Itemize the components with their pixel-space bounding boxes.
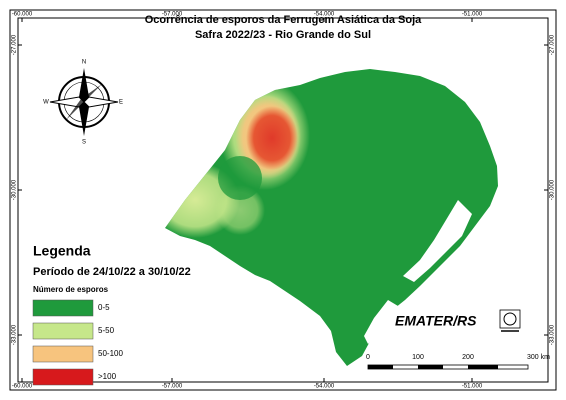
scale-label: 0: [366, 354, 370, 361]
legend-label: 0-5: [98, 303, 110, 312]
scale-label: 200: [462, 354, 474, 361]
lagoon: [403, 200, 472, 282]
legend-swatch: [32, 368, 94, 386]
coord-label: -60.000: [12, 12, 33, 18]
scale-labels: 0 100 200 300 km: [366, 354, 550, 361]
coord-label: -27.000: [12, 34, 18, 55]
legend-title: Legenda: [33, 243, 91, 259]
scale-label: 300 km: [527, 354, 550, 361]
coord-label: -60.000: [12, 384, 33, 390]
low-zone: [218, 156, 262, 200]
legend-swatch: [32, 299, 94, 317]
seal: [499, 309, 521, 332]
legend-swatch: [32, 322, 94, 340]
inner-frame: [17, 17, 549, 383]
hotspot-red: [246, 106, 298, 170]
compass-label: N: [82, 60, 86, 66]
coord-label: -54.000: [314, 12, 335, 18]
compass-label: W: [43, 100, 49, 106]
coord-label: -57.000: [162, 12, 183, 18]
coord-label: -30.000: [550, 179, 556, 200]
scale-label: 100: [412, 354, 424, 361]
title: Ocorrência de esporos da Ferrugem Asiáti…: [145, 14, 422, 26]
coord-label: -51.000: [462, 12, 483, 18]
coord-label: -51.000: [462, 384, 483, 390]
compass-label: S: [82, 140, 86, 146]
legend-period: Período de 24/10/22 a 30/10/22: [33, 266, 191, 278]
logo: EMATER/RS: [395, 313, 477, 329]
coord-label: -57.000: [162, 384, 183, 390]
coord-label: -54.000: [314, 384, 335, 390]
outer-frame: [9, 9, 557, 391]
coord-label: -33.000: [550, 324, 556, 345]
legend-label: 5-50: [98, 326, 115, 335]
coord-label: -30.000: [12, 179, 18, 200]
compass-rose: N S E W: [43, 60, 123, 146]
legend-subtitle: Número de esporos: [33, 285, 109, 294]
legend: 0-5 5-50 50-100 >100: [32, 299, 123, 386]
legend-label: >100: [98, 372, 117, 381]
legend-label: 50-100: [98, 349, 123, 358]
legend-swatch: [32, 345, 94, 363]
lagoon: [364, 300, 398, 344]
coord-label: -27.000: [550, 34, 556, 55]
title: Safra 2022/23 - Rio Grande do Sul: [195, 29, 371, 41]
coordinate-labels: -60.000 -57.000 -54.000 -51.000 -60.000 -57.0…: [12, 12, 556, 390]
hotspot-light: [215, 185, 265, 235]
scale-bar: [367, 364, 529, 370]
coord-label: -33.000: [12, 324, 18, 345]
compass-label: E: [119, 100, 123, 106]
